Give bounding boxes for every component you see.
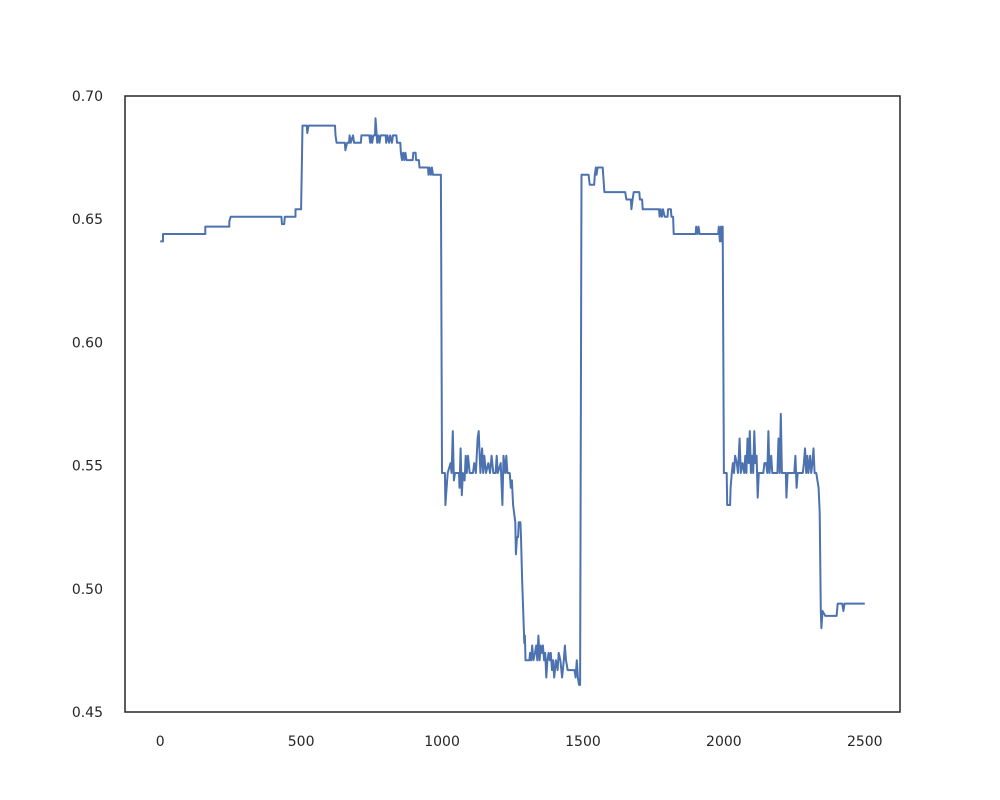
y-axis-ticks: 0.45 0.50 0.55 0.60 0.65 0.70 bbox=[72, 89, 103, 721]
x-tick-label: 1500 bbox=[565, 734, 601, 750]
y-tick-label: 0.55 bbox=[72, 459, 103, 475]
x-tick-label: 2000 bbox=[706, 734, 742, 750]
y-tick-label: 0.45 bbox=[72, 705, 103, 721]
x-axis-ticks: 0 500 1000 1500 2000 2500 bbox=[156, 734, 883, 750]
y-tick-label: 0.60 bbox=[72, 335, 103, 351]
y-tick-label: 0.65 bbox=[72, 212, 103, 228]
plot-area bbox=[160, 117, 865, 686]
x-tick-label: 1000 bbox=[424, 734, 460, 750]
axes-frame bbox=[124, 95, 901, 713]
x-tick-label: 500 bbox=[288, 734, 315, 750]
series-line-1 bbox=[160, 117, 865, 686]
y-tick-label: 0.50 bbox=[72, 582, 103, 598]
x-tick-label: 2500 bbox=[847, 734, 883, 750]
x-tick-label: 0 bbox=[156, 734, 165, 750]
y-tick-label: 0.70 bbox=[72, 89, 103, 105]
